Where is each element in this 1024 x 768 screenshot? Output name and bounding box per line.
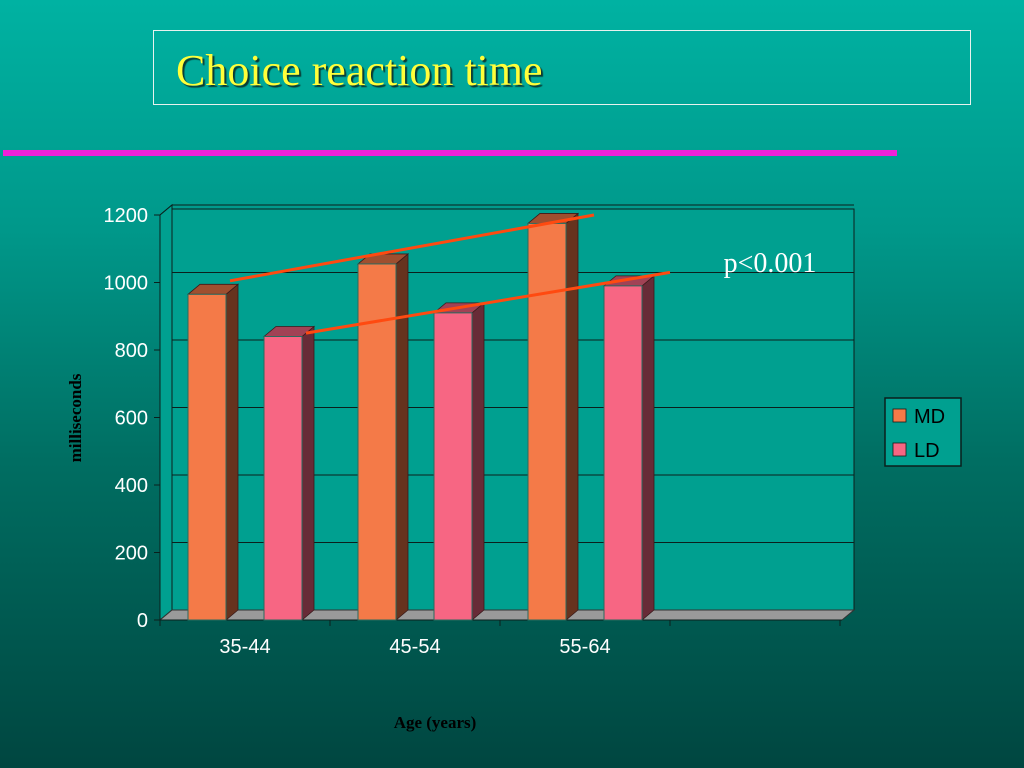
y-tick-label: 1200	[104, 205, 149, 227]
slide-title: Choice reaction time	[176, 46, 543, 95]
x-tick-label: 35-44	[219, 636, 270, 658]
bar-side-md	[395, 253, 409, 621]
bar-side-ld	[471, 302, 485, 621]
bar-side-md	[225, 283, 239, 621]
bar-md	[527, 222, 567, 621]
bar-side-ld	[641, 275, 655, 621]
title-divider	[3, 150, 897, 156]
legend-swatch-md	[892, 408, 907, 423]
title-box: Choice reaction time	[153, 30, 971, 105]
x-axis-title: Age (years)	[394, 713, 477, 732]
y-tick-label: 0	[137, 610, 148, 632]
bar-side-md	[565, 212, 579, 621]
bar-ld	[263, 336, 303, 621]
trend-line-md	[229, 213, 595, 283]
x-tick-label: 55-64	[559, 636, 610, 658]
y-tick-label: 200	[115, 543, 148, 565]
bar-side-ld	[301, 325, 315, 621]
y-tick-label: 1000	[104, 273, 149, 295]
legend-label-md: MD	[914, 406, 945, 428]
bar-md	[357, 263, 397, 621]
bar-ld	[603, 285, 643, 621]
legend-swatch-ld	[892, 442, 907, 457]
y-tick-label: 800	[115, 340, 148, 362]
y-axis-title: milliseconds	[66, 373, 85, 462]
y-tick-label: 600	[115, 408, 148, 430]
legend-label-ld: LD	[914, 440, 940, 462]
trend-line-ld	[305, 270, 671, 335]
bar-ld	[433, 312, 473, 621]
y-tick-label: 400	[115, 475, 148, 497]
p-value-annotation: p<0.001	[724, 248, 817, 279]
plot-side-wall	[159, 203, 173, 622]
x-tick-label: 45-54	[389, 636, 440, 658]
bar-md	[187, 293, 227, 621]
